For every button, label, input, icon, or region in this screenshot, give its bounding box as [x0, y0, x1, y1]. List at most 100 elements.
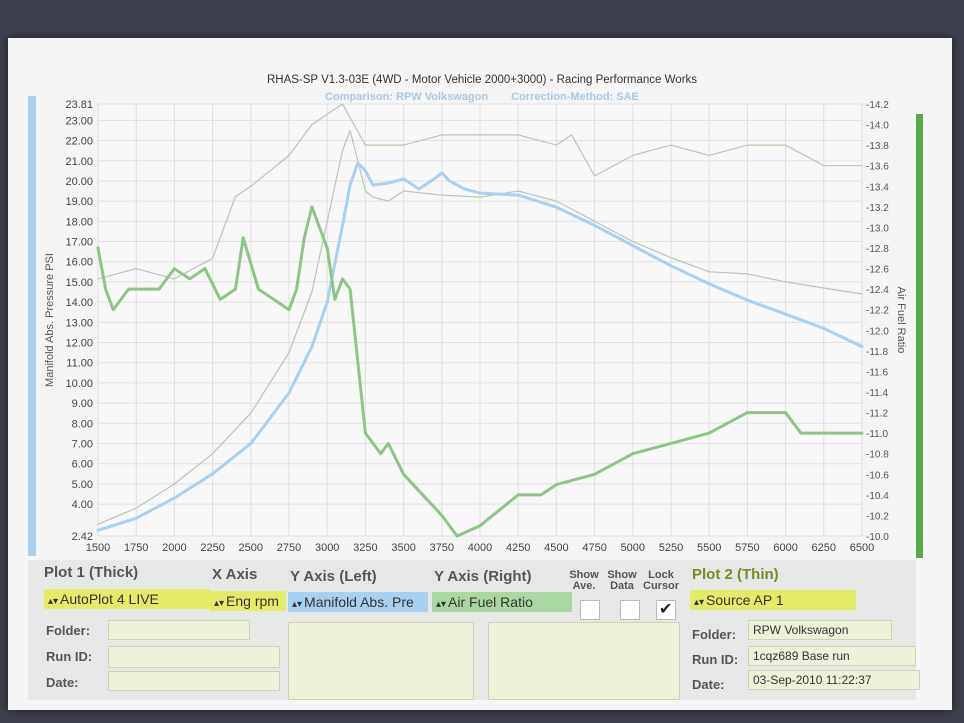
- x-tick-label: 1750: [124, 542, 148, 554]
- x-tick-label: 5750: [735, 542, 759, 554]
- plot2-select[interactable]: ▴▾ Source AP 1: [690, 590, 856, 610]
- y-left-heading: Y Axis (Left): [290, 568, 377, 585]
- y-tick-label: 17.00: [65, 237, 93, 249]
- folder-label: Folder:: [46, 623, 91, 638]
- y-axis-label: Manifold Abs. Pressure PSI: [44, 253, 56, 387]
- y2-tick-label: -11.8: [866, 347, 888, 358]
- y2-tick-label: -13.8: [866, 141, 889, 152]
- y2-tick-label: -10.0: [866, 532, 889, 543]
- afr-series-line-thick: [96, 205, 864, 538]
- y-tick-label: 4.00: [72, 499, 93, 511]
- y-tick-label: 13.00: [65, 317, 93, 329]
- x-tick-label: 2500: [239, 542, 263, 554]
- y2-tick-label: -10.6: [866, 470, 889, 481]
- map-series-line-thin: [97, 129, 863, 525]
- y2-tick-label: -12.0: [866, 326, 889, 337]
- y2-tick-label: -14.2: [866, 100, 889, 111]
- x-tick-label: 5000: [621, 542, 645, 554]
- x-tick-label: 3500: [391, 542, 415, 554]
- date2-label: Date:: [692, 677, 725, 692]
- run-id-field[interactable]: [108, 646, 280, 668]
- updown-arrows-icon: ▴▾: [48, 596, 59, 607]
- y-tick-label: 2.42: [72, 531, 93, 543]
- x-tick-label: 4750: [582, 542, 606, 554]
- y-tick-label: 10.00: [65, 378, 93, 390]
- y2-tick-label: -13.6: [866, 162, 889, 173]
- x-tick-label: 2000: [162, 542, 186, 554]
- lock-cursor-heading: Lock Cursor: [643, 569, 680, 592]
- y-tick-label: 9.00: [72, 398, 93, 410]
- x-axis-select[interactable]: ▴▾ Eng rpm: [210, 591, 286, 611]
- updown-arrows-icon: ▴▾: [214, 598, 225, 609]
- y2-tick-label: -13.4: [866, 182, 889, 193]
- y-tick-label: 15.00: [65, 277, 93, 289]
- x-tick-label: 3750: [430, 542, 454, 554]
- chart-title: RHAS-SP V1.3-03E (4WD - Motor Vehicle 20…: [266, 74, 698, 86]
- updown-arrows-icon: ▴▾: [292, 599, 303, 610]
- x-tick-label: 2250: [200, 542, 224, 554]
- notes-box-left[interactable]: [288, 622, 474, 700]
- y2-tick-label: -11.4: [866, 388, 888, 399]
- x-tick-label: 4000: [468, 542, 492, 554]
- y-tick-label: 12.00: [65, 338, 93, 350]
- lock-cursor-checkbox[interactable]: [656, 599, 676, 620]
- x-tick-label: 4500: [544, 542, 568, 554]
- y-tick-label: 11.00: [66, 358, 93, 370]
- correction-label: Correction-Method: SAE: [511, 91, 639, 103]
- tick-labels: 1500 1750 2000 2250 2500 2750 3000 3250 3500 3750…: [65, 99, 889, 554]
- y2-tick-label: -10.4: [866, 491, 889, 502]
- y-tick-label: 22.00: [65, 136, 93, 148]
- y2-tick-label: -10.8: [866, 450, 889, 461]
- plot1-heading: Plot 1 (Thick): [44, 564, 139, 581]
- x-tick-label: 6000: [773, 542, 797, 554]
- x-tick-label: 5250: [659, 542, 683, 554]
- y-left-select[interactable]: ▴▾ Manifold Abs. Pre: [288, 592, 428, 612]
- x-tick-label: 3250: [353, 542, 377, 554]
- y2-tick-label: -14.0: [866, 121, 889, 132]
- x-tick-label: 5500: [697, 542, 721, 554]
- right-axis-bar: [916, 114, 923, 558]
- x-tick-label: 6250: [812, 542, 836, 554]
- y-tick-label: 14.00: [65, 297, 93, 309]
- y-tick-label: 23.00: [65, 115, 93, 127]
- y-right-heading: Y Axis (Right): [434, 568, 532, 585]
- folder2-label: Folder:: [692, 627, 737, 642]
- y2-tick-label: -11.6: [866, 367, 888, 378]
- y2-tick-label: -13.0: [866, 223, 889, 234]
- updown-arrows-icon: ▴▾: [694, 597, 705, 608]
- chart-subtitle: Comparison: RPW Volkswagon Correction-Me…: [0, 91, 964, 103]
- y-tick-label: 8.00: [72, 418, 93, 430]
- date2-field[interactable]: 03-Sep-2010 11:22:37: [748, 670, 920, 690]
- y2-tick-label: -11.0: [866, 429, 888, 440]
- date-field[interactable]: [108, 671, 280, 691]
- y-tick-label: 18.00: [65, 216, 93, 228]
- updown-arrows-icon: ▴▾: [436, 599, 447, 610]
- y2-tick-label: -11.2: [866, 409, 888, 420]
- y2-tick-label: -12.6: [866, 265, 889, 276]
- x-tick-label: 3000: [315, 542, 339, 554]
- folder-field[interactable]: [108, 620, 250, 640]
- folder2-field[interactable]: RPW Volkswagon: [748, 620, 892, 640]
- afr-series-line-thin: [97, 103, 863, 280]
- x-axis-heading: X Axis: [212, 566, 258, 583]
- y-tick-label: 16.00: [65, 257, 93, 269]
- y-tick-label: 7.00: [72, 439, 93, 451]
- notes-box-right[interactable]: [488, 622, 680, 700]
- y-tick-label: 5.00: [72, 479, 93, 491]
- x-tick-label: 4250: [506, 542, 530, 554]
- plot2-heading: Plot 2 (Thin): [692, 566, 779, 583]
- plot1-select[interactable]: ▴▾ AutoPlot 4 LIVE: [44, 589, 210, 609]
- x-tick-label: 1500: [86, 542, 110, 554]
- x-tick-label: 6500: [850, 542, 874, 554]
- date-label: Date:: [46, 675, 79, 690]
- map-series-line-thick: [96, 161, 864, 532]
- show-data-checkbox[interactable]: [620, 600, 640, 620]
- y2-axis-label: Air Fuel Ratio: [895, 287, 907, 354]
- y2-tick-label: -12.2: [866, 306, 889, 317]
- y-right-select[interactable]: ▴▾ Air Fuel Ratio: [432, 592, 572, 612]
- show-ave-checkbox[interactable]: [580, 600, 600, 620]
- y-right-select-value: Air Fuel Ratio: [448, 594, 533, 610]
- y-tick-label: 6.00: [72, 459, 93, 471]
- plot2-select-value: Source AP 1: [706, 592, 784, 608]
- run-id2-field[interactable]: 1cqz689 Base run: [748, 646, 916, 666]
